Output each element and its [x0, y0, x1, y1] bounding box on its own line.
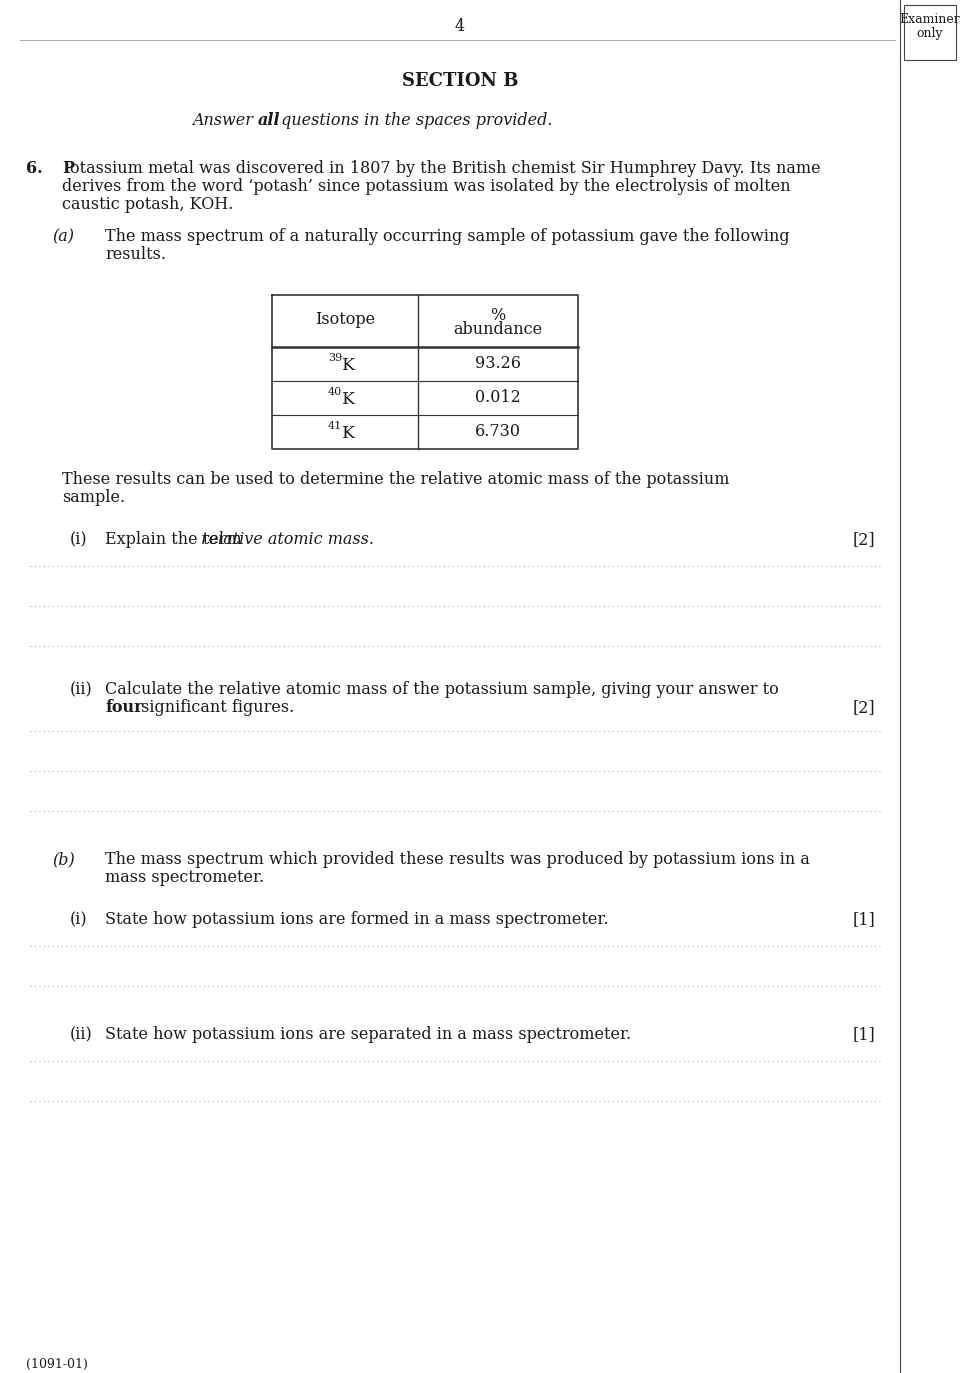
Text: The mass spectrum which provided these results was produced by potassium ions in: The mass spectrum which provided these r…	[105, 851, 810, 868]
Text: 6.730: 6.730	[475, 423, 521, 441]
Text: [1]: [1]	[852, 1026, 875, 1043]
Text: K: K	[342, 357, 355, 375]
Text: (b): (b)	[52, 851, 75, 868]
Text: These results can be used to determine the relative atomic mass of the potassium: These results can be used to determine t…	[62, 471, 730, 487]
Text: 93.26: 93.26	[475, 356, 521, 372]
Text: State how potassium ions are formed in a mass spectrometer.: State how potassium ions are formed in a…	[105, 912, 609, 928]
Text: relative atomic mass.: relative atomic mass.	[201, 531, 374, 548]
Text: Answer: Answer	[192, 113, 258, 129]
Text: all: all	[258, 113, 280, 129]
Text: derives from the word ‘potash’ since potassium was isolated by the electrolysis : derives from the word ‘potash’ since pot…	[62, 178, 791, 195]
Text: (i): (i)	[70, 912, 87, 928]
Text: sample.: sample.	[62, 489, 125, 507]
Text: (a): (a)	[52, 228, 74, 244]
Text: Calculate the relative atomic mass of the potassium sample, giving your answer t: Calculate the relative atomic mass of th…	[105, 681, 779, 697]
Text: abundance: abundance	[453, 320, 542, 338]
Text: 4: 4	[455, 18, 465, 34]
Text: otassium metal was discovered in 1807 by the British chemist Sir Humphrey Davy. : otassium metal was discovered in 1807 by…	[70, 161, 821, 177]
Text: Isotope: Isotope	[315, 310, 375, 328]
Text: 41: 41	[327, 422, 342, 431]
Text: The mass spectrum of a naturally occurring sample of potassium gave the followin: The mass spectrum of a naturally occurri…	[105, 228, 790, 244]
Text: significant figures.: significant figures.	[136, 699, 295, 715]
Text: [2]: [2]	[852, 699, 875, 715]
Text: 40: 40	[327, 387, 342, 397]
Text: 39: 39	[327, 353, 342, 362]
Text: K: K	[342, 426, 355, 442]
Text: (1091-01): (1091-01)	[26, 1358, 88, 1372]
Text: %: %	[491, 306, 506, 324]
Text: Examiner: Examiner	[900, 12, 960, 26]
Text: SECTION B: SECTION B	[401, 71, 518, 91]
Text: Explain the term: Explain the term	[105, 531, 247, 548]
Text: mass spectrometer.: mass spectrometer.	[105, 869, 264, 886]
Text: (i): (i)	[70, 531, 87, 548]
Text: results.: results.	[105, 246, 166, 264]
Text: caustic potash, KOH.: caustic potash, KOH.	[62, 196, 233, 213]
Bar	[904, 5, 956, 60]
Text: (ii): (ii)	[70, 681, 93, 697]
Text: 0.012: 0.012	[475, 390, 521, 406]
Text: K: K	[342, 391, 355, 409]
Text: 6.: 6.	[26, 161, 42, 177]
Text: only: only	[917, 27, 944, 40]
Text: [1]: [1]	[852, 912, 875, 928]
Text: P: P	[62, 161, 74, 177]
Text: four: four	[105, 699, 143, 715]
Text: questions in the spaces provided.: questions in the spaces provided.	[276, 113, 553, 129]
Text: [2]: [2]	[852, 531, 875, 548]
Text: (ii): (ii)	[70, 1026, 93, 1043]
Text: State how potassium ions are separated in a mass spectrometer.: State how potassium ions are separated i…	[105, 1026, 631, 1043]
